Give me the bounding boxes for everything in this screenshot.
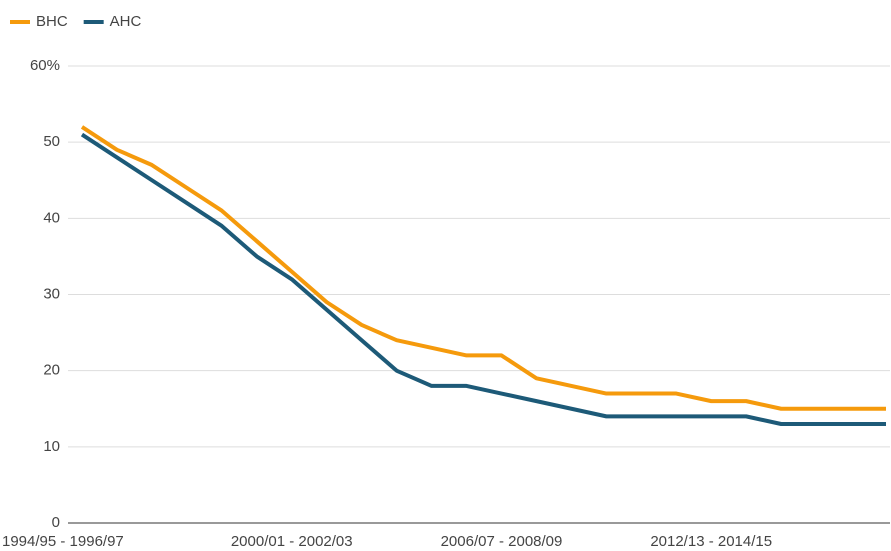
x-tick-label: 1994/95 - 1996/97 [2,533,124,550]
y-tick-label: 50 [43,133,60,150]
x-tick-label: 2012/13 - 2014/15 [650,533,772,550]
x-tick-label: 2000/01 - 2002/03 [231,533,353,550]
legend-label: AHC [110,13,142,30]
y-tick-label: 30 [43,285,60,302]
x-tick-label: 2006/07 - 2008/09 [441,533,563,550]
y-tick-label: 20 [43,362,60,379]
line-series [80,132,886,426]
legend-label: BHC [36,13,68,30]
y-tick-label: 40 [43,209,60,226]
y-tick-label: 10 [43,438,60,455]
line-series [80,125,886,411]
y-tick-label: 0 [52,514,60,531]
y-tick-label: 60% [30,57,60,74]
